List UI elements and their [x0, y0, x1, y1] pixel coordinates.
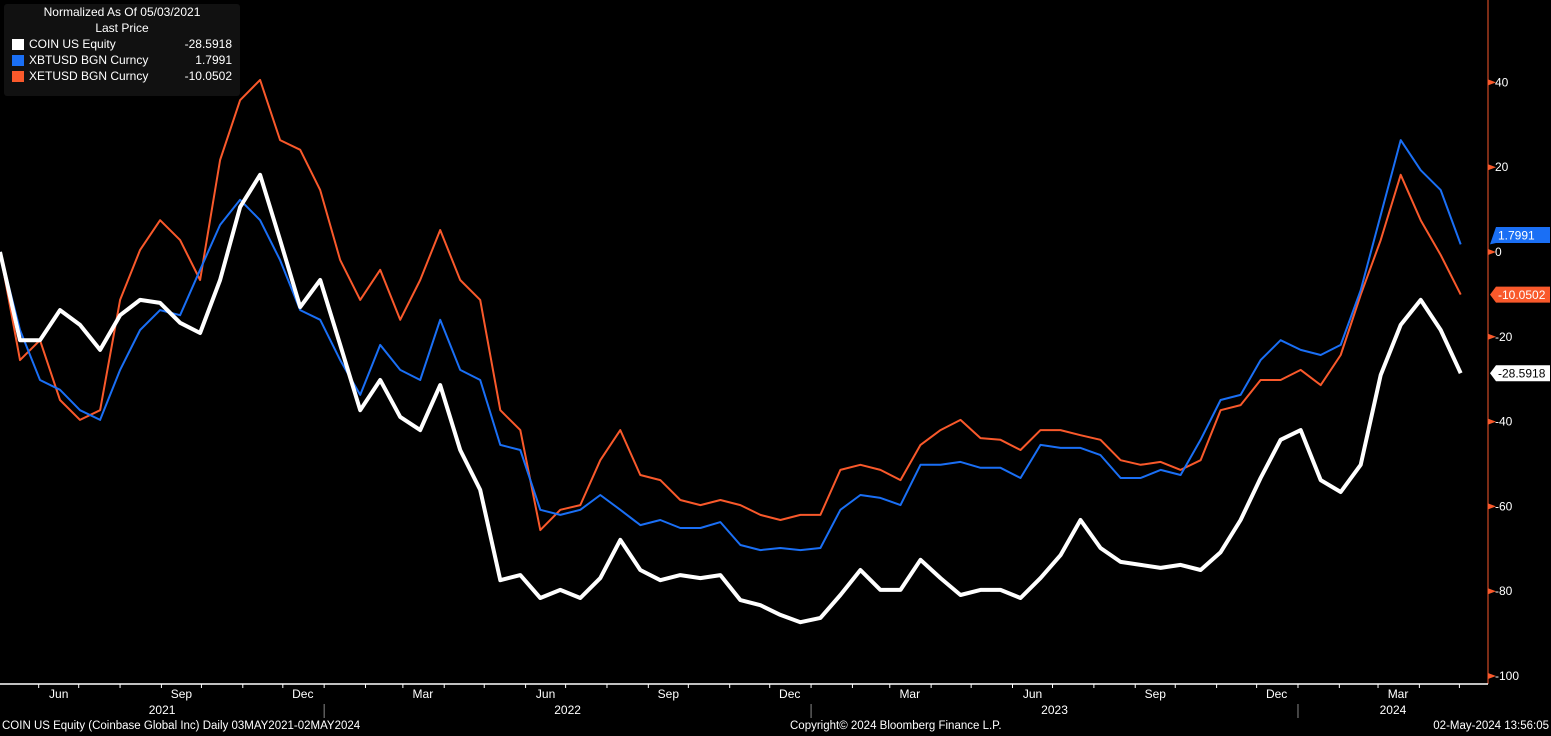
legend-value: -10.0502	[184, 69, 232, 83]
x-month-label: Dec	[1266, 687, 1287, 701]
y-tick-mark	[1488, 673, 1496, 679]
last-value-tag	[1490, 227, 1550, 245]
x-month-label: Dec	[292, 687, 313, 701]
legend-item-xet: XETUSD BGN Curncy -10.0502	[4, 68, 240, 84]
legend-subtitle: Last Price	[95, 21, 149, 35]
x-month-label: Mar	[899, 687, 920, 701]
x-year-label: 2024	[1380, 703, 1407, 717]
y-tick-mark	[1488, 418, 1496, 425]
series-line-coin	[0, 172, 1463, 625]
legend-value: -28.5918	[184, 37, 232, 51]
y-tick-mark	[1488, 249, 1496, 255]
x-year-label: 2022	[554, 703, 581, 717]
x-month-label: Dec	[779, 687, 800, 701]
last-value-tag	[1490, 365, 1550, 382]
footer-copyright: Copyright© 2024 Bloomberg Finance L.P.	[790, 720, 1002, 732]
last-value-label: 1.7991	[1498, 229, 1535, 243]
legend-label: XETUSD BGN Curncy	[29, 69, 149, 83]
y-tick-label: -40	[1495, 415, 1513, 429]
x-month-label: Sep	[1145, 687, 1167, 701]
last-value-label: -10.0502	[1498, 288, 1546, 302]
x-year-label: 2021	[149, 703, 176, 717]
y-tick-mark	[1488, 503, 1496, 510]
legend-swatch	[12, 54, 24, 66]
legend: Normalized As Of 05/03/2021 Last Price C…	[4, 4, 240, 96]
y-tick-mark	[1488, 333, 1496, 340]
y-tick-mark	[1488, 79, 1496, 86]
legend-value: 1.7991	[195, 53, 232, 67]
y-tick-label: -60	[1495, 499, 1513, 513]
legend-label: XBTUSD BGN Curncy	[29, 53, 149, 67]
x-month-label: Mar	[1388, 687, 1409, 701]
x-month-label: Jun	[1023, 687, 1042, 701]
x-month-label: Sep	[658, 687, 680, 701]
legend-swatch	[12, 70, 24, 82]
footer-security-info: COIN US Equity (Coinbase Global Inc) Dai…	[2, 720, 361, 732]
x-year-label: 2023	[1041, 703, 1068, 717]
y-tick-mark	[1488, 588, 1496, 595]
y-tick-label: -100	[1495, 669, 1519, 683]
legend-title: Normalized As Of 05/03/2021	[43, 5, 201, 19]
y-tick-label: 0	[1495, 245, 1502, 259]
last-value-tag	[1490, 286, 1550, 303]
y-tick-label: 20	[1495, 160, 1509, 174]
y-tick-label: -20	[1495, 330, 1513, 344]
legend-item-coin: COIN US Equity -28.5918	[4, 36, 240, 52]
footer-timestamp: 02-May-2024 13:56:05	[1433, 720, 1549, 732]
legend-item-xbt: XBTUSD BGN Curncy 1.7991	[4, 52, 240, 68]
last-value-label: -28.5918	[1498, 367, 1546, 381]
x-month-label: Mar	[413, 687, 434, 701]
x-month-label: Jun	[536, 687, 555, 701]
series-line-xbtusd	[0, 139, 1462, 552]
y-tick-label: 40	[1495, 75, 1509, 89]
legend-swatch	[12, 38, 24, 50]
x-month-label: Jun	[49, 687, 68, 701]
series-line-xetusd	[0, 78, 1462, 532]
x-month-label: Sep	[171, 687, 193, 701]
y-tick-label: -80	[1495, 584, 1513, 598]
y-tick-mark	[1488, 164, 1496, 171]
legend-label: COIN US Equity	[29, 37, 116, 51]
